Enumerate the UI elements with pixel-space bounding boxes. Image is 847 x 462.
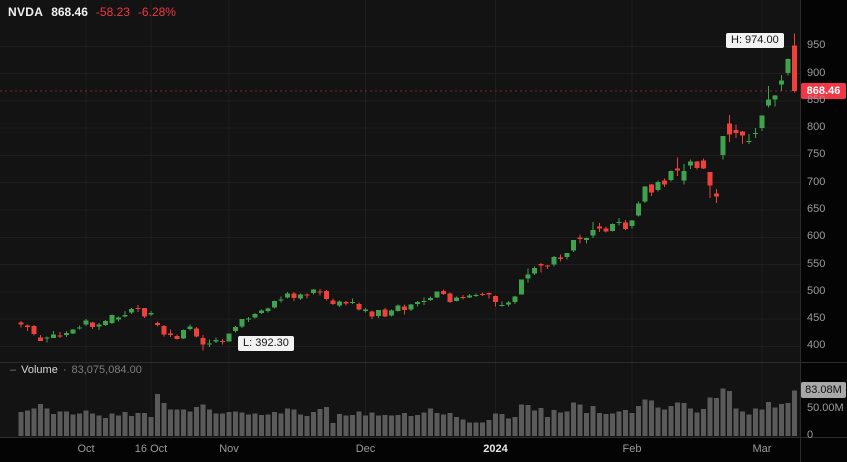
price-change-pct: -6.28% [137, 5, 176, 19]
price-axis-label: 950 [807, 39, 826, 52]
symbol-name[interactable]: NVDA [8, 5, 44, 19]
price-axis-label: 750 [807, 148, 826, 161]
time-axis[interactable]: Oct 16 Oct Nov Dec 2024 Feb Mar [0, 438, 847, 462]
price-axis-label: 450 [807, 312, 826, 325]
time-axis-label: 2024 [483, 443, 508, 455]
price-axis-label: 800 [807, 121, 826, 134]
volume-title[interactable]: Volume [21, 364, 58, 376]
price-change: -58.23 [95, 5, 130, 19]
time-axis-label: 16 Oct [134, 443, 168, 455]
volume-legend-dash-icon: – [10, 364, 17, 376]
volume-axis-label: 50.00M [807, 401, 844, 414]
low-label: L: 392.30 [238, 336, 294, 351]
volume-separator: · [62, 364, 67, 376]
volume-legend[interactable]: – Volume · 83,075,084.00 [10, 364, 142, 376]
price-axis-label: 500 [807, 284, 826, 297]
volume-axis-badge: 83.08M [801, 382, 846, 399]
price-axis-label: 850 [807, 93, 826, 106]
high-label: H: 974.00 [726, 33, 784, 48]
price-axis-label: 550 [807, 257, 826, 270]
time-axis-label: Dec [355, 443, 376, 455]
price-axis-label: 400 [807, 339, 826, 352]
time-axis-label: Nov [219, 443, 239, 455]
price-axis[interactable]: 868.46 83.08M 950 900 850 800 750 700 650 600 55… [800, 0, 847, 441]
price-axis-label: 900 [807, 66, 826, 79]
volume-axis-label: 0 [807, 429, 814, 441]
price-axis-badge: 868.46 [801, 82, 846, 99]
price-axis-label: 650 [807, 203, 826, 215]
price-axis-label: 700 [807, 175, 826, 188]
last-price: 868.46 [51, 5, 88, 19]
time-axis-label: Feb [622, 443, 642, 455]
volume-value: 83,075,084.00 [71, 364, 142, 376]
price-axis-label: 600 [807, 230, 826, 243]
symbol-legend[interactable]: NVDA 868.46 -58.23 -6.28% [8, 5, 176, 19]
time-axis-label: Mar [752, 443, 772, 455]
time-axis-label: Oct [77, 443, 95, 455]
